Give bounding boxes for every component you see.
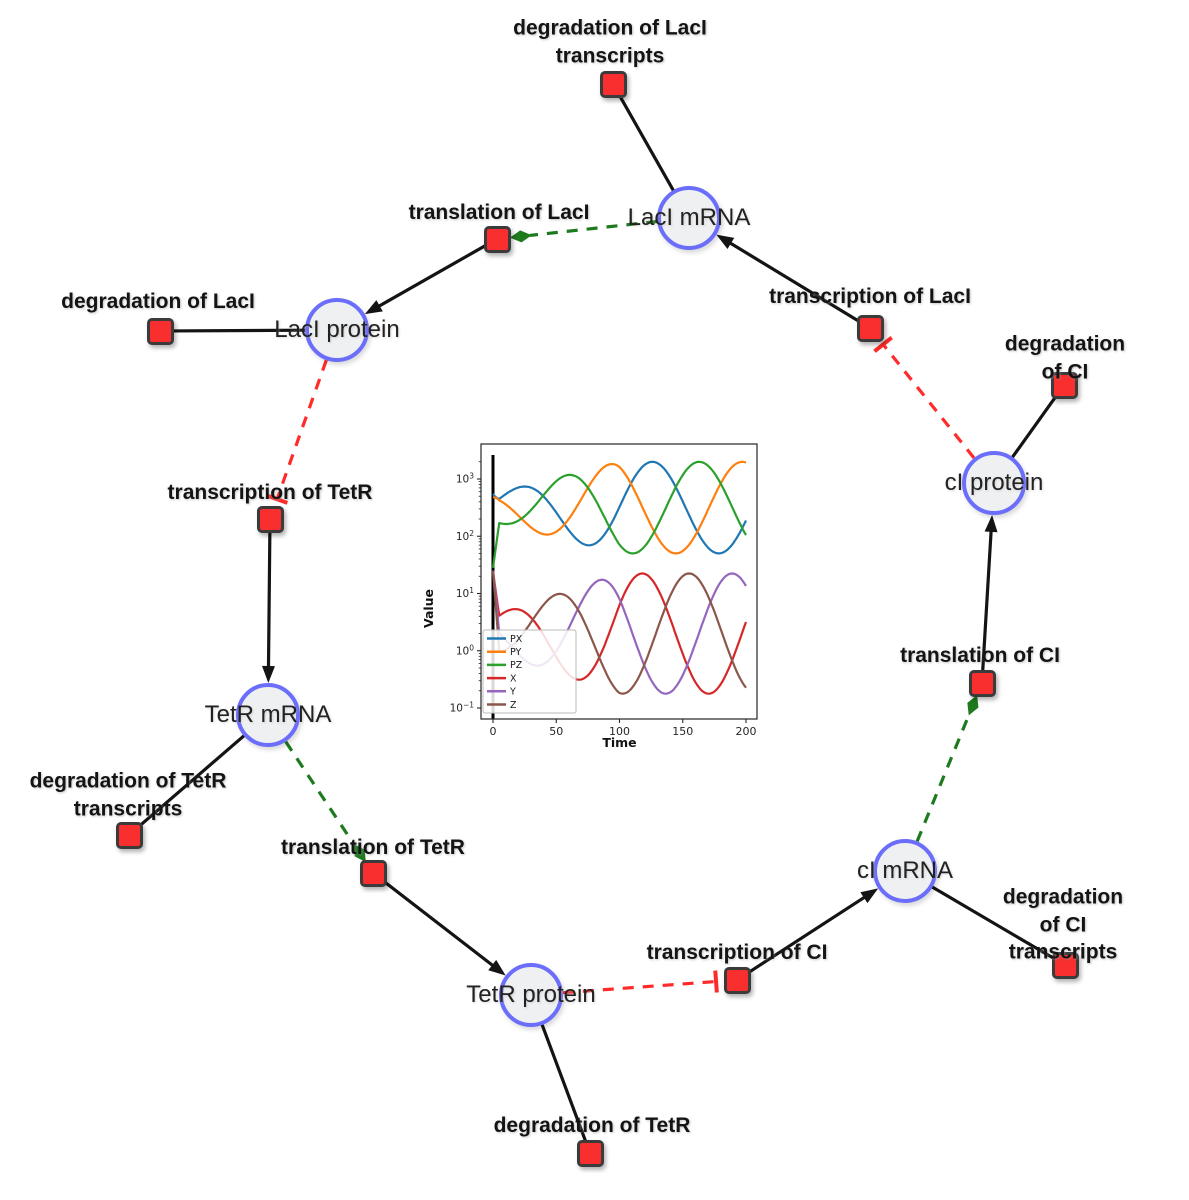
legend-label-X: X: [510, 673, 517, 684]
reaction-label-transcription-tetr: transcription of TetR: [167, 481, 373, 505]
reaction-node-deg-laci[interactable]: [146, 317, 174, 345]
reaction-node-deg-tetr[interactable]: [576, 1139, 604, 1167]
legend-label-PX: PX: [510, 634, 523, 645]
edge-tetr-protein-to-transcription-ci: [562, 979, 717, 995]
edge-transcription-laci-to-laci-mrna: [725, 239, 861, 323]
simulation-chart: 0 50 100 150 20010−1100101102103TimeValuePXP…: [421, 443, 758, 750]
edge-translation-ci-to-ci-protein-arrowhead: [984, 514, 998, 533]
x-tick-label: 150: [672, 725, 693, 738]
x-tick-label: 100: [609, 725, 630, 738]
reaction-node-deg-laci-transcripts[interactable]: [599, 70, 627, 98]
species-label-ci-mrna: cI mRNA: [857, 857, 953, 884]
series-Z: [491, 570, 747, 695]
y-tick-label: 100: [456, 643, 474, 657]
y-axis-label: Value: [421, 589, 436, 628]
edge-translation-laci-to-laci-protein: [373, 243, 488, 310]
edge-translation-ci-to-ci-protein: [981, 525, 993, 672]
reaction-label-translation-tetr: translation of TetR: [281, 836, 465, 860]
edge-translation-tetr-to-tetr-protein: [381, 879, 498, 970]
species-label-ci-protein: cI protein: [944, 469, 1044, 496]
edge-ci-mrna-to-translation-ci: [915, 712, 971, 842]
species-node-ci-mrna[interactable]: [873, 839, 937, 903]
axes-box: [480, 443, 758, 720]
reaction-node-transcription-ci[interactable]: [723, 966, 751, 994]
y-tick-label: 102: [456, 529, 474, 543]
species-label-tetr-protein: TetR protein: [466, 981, 596, 1008]
edge-tetr-mrna-to-deg-tetr-transcripts: [136, 734, 246, 829]
reaction-label-deg-tetr: degradation of TetR: [493, 1114, 691, 1138]
reaction-node-translation-ci[interactable]: [968, 669, 996, 697]
edge-tetr-protein-to-transcription-ci-tee-head: [713, 970, 719, 993]
species-node-tetr-protein[interactable]: [499, 963, 563, 1027]
species-node-ci-protein[interactable]: [962, 451, 1026, 515]
species-node-laci-mrna[interactable]: [657, 186, 721, 250]
edge-translation-tetr-to-tetr-protein-arrowhead: [488, 959, 506, 976]
edge-ci-mrna-to-deg-ci-transcripts: [930, 885, 1057, 961]
edge-tetr-protein-to-deg-tetr: [540, 1023, 588, 1144]
edge-tetr-mrna-to-translation-tetr: [284, 740, 357, 847]
series-PZ: [491, 460, 747, 569]
reaction-label-deg-ci: degradation of CI: [1004, 332, 1126, 383]
reaction-label-deg-laci: degradation of LacI: [61, 290, 255, 314]
reaction-label-transcription-ci: transcription of CI: [646, 941, 828, 965]
edge-transcription-ci-to-ci-mrna-arrowhead: [860, 888, 879, 904]
reaction-label-deg-laci-transcripts: degradation of LacI transcripts: [513, 16, 707, 67]
edge-transcription-laci-to-laci-mrna-arrowhead: [716, 234, 735, 250]
edge-transcription-tetr-to-tetr-mrna: [266, 530, 272, 673]
edge-ci-mrna-to-translation-ci-diamond-head: [967, 695, 979, 716]
species-label-tetr-mrna: TetR mRNA: [204, 701, 332, 728]
reaction-label-transcription-laci: transcription of LacI: [769, 285, 971, 309]
species-node-tetr-mrna[interactable]: [236, 683, 300, 747]
species-label-laci-mrna: LacI mRNA: [627, 204, 751, 231]
reaction-node-deg-ci[interactable]: [1050, 371, 1078, 399]
y-tick-label: 101: [456, 586, 474, 600]
y-tick-label: 10−1: [450, 701, 475, 715]
reaction-node-deg-ci-transcripts[interactable]: [1051, 951, 1079, 979]
edge-laci-protein-to-deg-laci: [170, 328, 307, 333]
edge-laci-mrna-to-translation-laci: [529, 219, 658, 238]
reaction-node-translation-tetr[interactable]: [359, 859, 387, 887]
species-node-laci-protein[interactable]: [305, 298, 369, 362]
reaction-node-transcription-tetr[interactable]: [256, 505, 284, 533]
edge-ci-protein-to-transcription-laci-tee-head: [873, 335, 893, 353]
series-X: [491, 570, 748, 695]
legend-label-Y: Y: [509, 687, 516, 698]
species-label-laci-protein: LacI protein: [274, 316, 400, 343]
edge-transcription-tetr-to-tetr-mrna-arrowhead: [262, 665, 275, 684]
x-tick-label: 50: [549, 725, 563, 738]
reaction-label-translation-laci: translation of LacI: [408, 201, 590, 225]
reaction-node-translation-laci[interactable]: [483, 225, 511, 253]
x-tick-label: 0: [490, 725, 497, 738]
reaction-label-deg-tetr-transcripts: degradation of TetR transcripts: [29, 769, 227, 820]
x-axis-label: Time: [602, 735, 636, 750]
edge-laci-mrna-to-translation-laci-diamond-head: [509, 230, 532, 243]
edge-ci-protein-to-transcription-laci: [881, 343, 976, 460]
legend-label-PZ: PZ: [510, 660, 523, 671]
reaction-label-translation-ci: translation of CI: [900, 644, 1060, 668]
series-PY: [492, 460, 747, 555]
x-tick-label: 200: [736, 725, 757, 738]
edge-transcription-ci-to-ci-mrna: [746, 893, 870, 975]
reaction-label-deg-ci-transcripts: degradation of CI transcripts: [1002, 885, 1124, 964]
edge-laci-protein-to-transcription-tetr: [275, 359, 328, 500]
edge-laci-protein-to-transcription-tetr-tee-head: [265, 493, 289, 505]
reaction-node-deg-tetr-transcripts[interactable]: [115, 821, 143, 849]
edge-translation-laci-to-laci-protein-arrowhead: [364, 300, 383, 315]
series-PX: [492, 460, 747, 555]
edge-tetr-mrna-to-translation-tetr-diamond-head: [353, 843, 366, 863]
edge-ci-protein-to-deg-ci: [1010, 393, 1059, 459]
legend-label-Z: Z: [510, 700, 517, 711]
legend-label-PY: PY: [510, 647, 522, 658]
chart-legend: PX PY PZ XYZ: [482, 629, 577, 714]
edge-laci-mrna-to-deg-laci-transcripts: [617, 92, 675, 192]
y-tick-label: 103: [456, 472, 474, 486]
reaction-node-transcription-laci[interactable]: [856, 314, 884, 342]
legend-box: [482, 629, 577, 714]
